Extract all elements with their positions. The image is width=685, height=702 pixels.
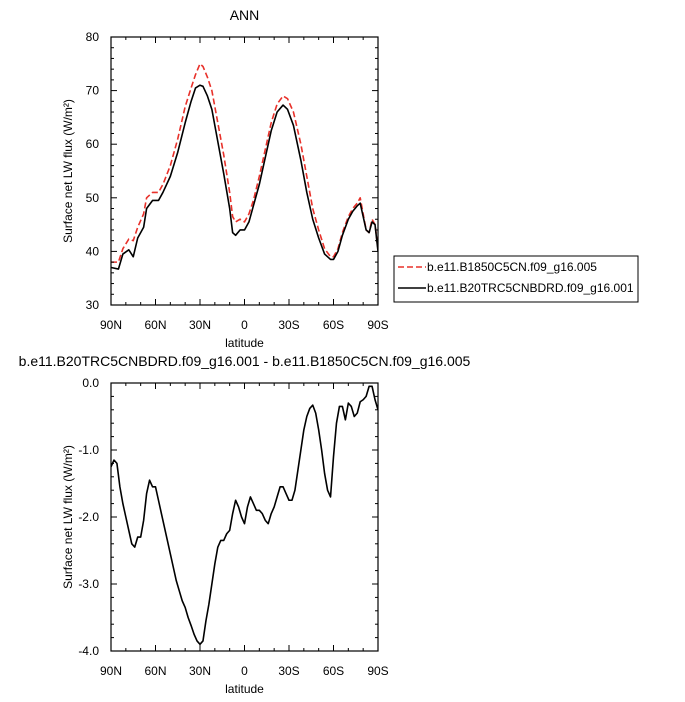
y-tick-label: -3.0 [78,577,99,591]
y-tick-label: -4.0 [78,644,99,658]
legend-label-1: b.e11.B20TRC5CNBDRD.f09_g16.001 [427,281,634,295]
x-tick-label: 30N [189,664,211,678]
x-tick-label: 90N [100,318,122,332]
x-tick-label: 30N [189,318,211,332]
legend-label-0: b.e11.B1850C5CN.f09_g16.005 [427,260,597,274]
x-tick-label: 90S [367,318,388,332]
y-axis-label: Surface net LW flux (W/m²) [61,99,75,243]
y-tick-label: -2.0 [78,510,99,524]
legend-box [393,255,639,303]
y-tick-label: 70 [86,84,100,98]
x-tick-label: 60N [144,664,166,678]
x-tick-label: 60S [323,318,344,332]
y-tick-label: 40 [86,244,100,258]
plot-frame [110,36,379,306]
y-axis-label: Surface net LW flux (W/m²) [61,445,75,589]
x-tick-label: 60S [323,664,344,678]
y-tick-label: -1.0 [78,443,99,457]
chart-title: ANN [230,7,260,23]
y-tick-label: 60 [86,137,100,151]
series-line-1 [111,84,378,270]
x-tick-label: 60N [144,318,166,332]
series-line-0 [111,385,378,646]
plot-frame [110,382,379,652]
y-tick-label: 30 [86,298,100,312]
y-tick-label: 0.0 [82,376,99,390]
x-axis-label: latitude [225,682,264,696]
y-tick-label: 80 [86,30,100,44]
chart-title: b.e11.B20TRC5CNBDRD.f09_g16.001 - b.e11.… [19,353,471,369]
bottom-panel: b.e11.B20TRC5CNBDRD.f09_g16.001 - b.e11.… [19,353,471,696]
series-line-0 [111,63,378,263]
x-tick-label: 30S [278,318,299,332]
top-panel: ANN 90N 60N 30N 0 30S 60S 90S 30 40 50 60 70 80 latitu… [61,7,389,350]
x-tick-label: 90N [100,664,122,678]
x-tick-label: 0 [241,664,248,678]
x-tick-label: 90S [367,664,388,678]
x-tick-label: 30S [278,664,299,678]
legend: b.e11.B1850C5CN.f09_g16.005 b.e11.B20TRC5… [393,255,639,303]
y-tick-label: 50 [86,191,100,205]
x-axis-label: latitude [225,336,264,350]
x-tick-label: 0 [241,318,248,332]
